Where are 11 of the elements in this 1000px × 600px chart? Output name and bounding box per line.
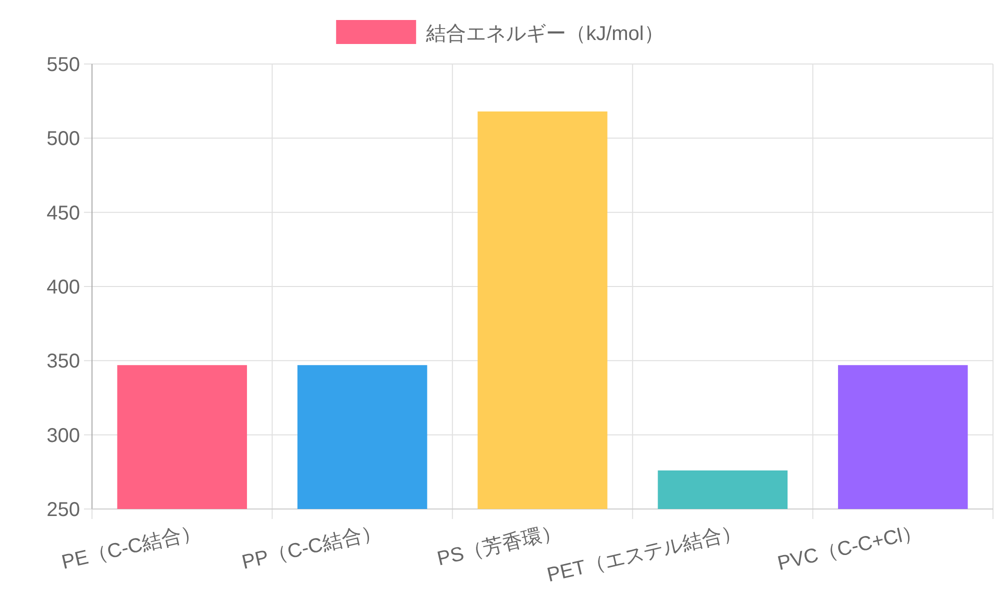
y-tick-label: 500 (46, 128, 80, 150)
y-tick-label: 550 (46, 54, 80, 76)
x-tick-label: PE（C-C結合） (60, 520, 204, 574)
y-tick-label: 350 (46, 350, 80, 373)
x-tick-label: PP（C-C結合） (240, 520, 384, 574)
y-tick-label: 300 (46, 424, 80, 447)
y-tick-label: 250 (46, 499, 80, 521)
y-tick-label: 400 (46, 276, 80, 298)
legend-label: 結合エネルギー（kJ/mol） (425, 23, 664, 45)
x-tick-label: PVC（C-C+Cl） (776, 520, 924, 575)
y-tick-label: 450 (46, 202, 80, 224)
